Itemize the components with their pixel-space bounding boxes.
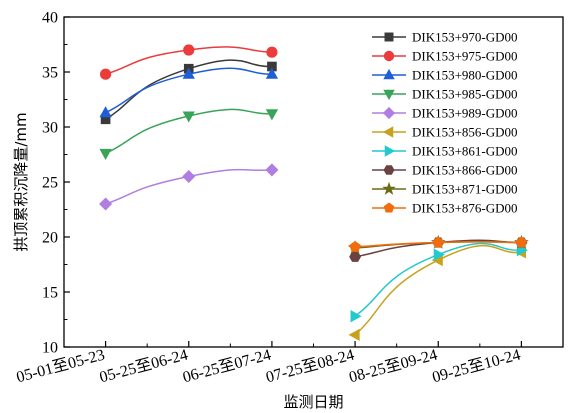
- data-point: [99, 148, 112, 160]
- y-tick-label: 15: [42, 285, 58, 302]
- y-tick-label: 20: [42, 230, 58, 247]
- legend-entry: DIK153+876-GD00: [372, 201, 518, 216]
- x-tick-label: 06-25至07-24: [181, 346, 273, 386]
- series-DIK153+876-GD00: [349, 236, 528, 252]
- data-point: [432, 236, 444, 248]
- x-tick-label: 09-25至10-24: [430, 346, 522, 386]
- y-tick-label: 10: [42, 340, 58, 357]
- y-tick-label: 40: [42, 10, 58, 27]
- data-point: [182, 67, 195, 79]
- data-point: [265, 67, 279, 79]
- data-point: [433, 248, 445, 261]
- legend-marker: [383, 68, 395, 80]
- series-DIK153+980-GD00: [99, 67, 279, 118]
- legend-label: DIK153+876-GD00: [412, 201, 518, 216]
- legend-label: DIK153+975-GD00: [412, 49, 518, 64]
- legend-entry: DIK153+989-GD00: [372, 106, 518, 121]
- legend-entry: DIK153+985-GD00: [372, 87, 518, 102]
- y-tick-label: 35: [42, 65, 58, 82]
- data-point: [182, 111, 195, 123]
- legend-marker: [384, 32, 394, 42]
- series-layer: [99, 44, 529, 342]
- series-DIK153+975-GD00: [99, 44, 278, 80]
- legend-entry: DIK153+861-GD00: [372, 144, 518, 159]
- legend-entry: DIK153+970-GD00: [372, 30, 518, 45]
- legend-label: DIK153+970-GD00: [412, 30, 518, 45]
- legend-entry: DIK153+866-GD00: [372, 163, 518, 178]
- data-point: [99, 106, 112, 118]
- y-tick-label: 30: [42, 120, 58, 137]
- data-point: [99, 197, 113, 211]
- data-point: [350, 310, 362, 323]
- legend-entry: DIK153+980-GD00: [372, 68, 518, 83]
- data-point: [348, 328, 360, 342]
- legend-marker: [383, 202, 395, 213]
- legend-marker: [382, 106, 396, 120]
- legend-entry: DIK153+856-GD00: [372, 125, 518, 140]
- y-tick-label: 25: [42, 175, 58, 192]
- data-point: [265, 109, 279, 121]
- data-point: [265, 163, 279, 177]
- x-tick-label: 07-25至08-24: [264, 346, 356, 386]
- legend-label: DIK153+866-GD00: [412, 163, 518, 178]
- x-tick-label: 08-25至09-24: [347, 346, 439, 386]
- x-axis-title: 监测日期: [283, 393, 343, 411]
- legend-entry: DIK153+871-GD00: [372, 182, 518, 197]
- legend-label: DIK153+871-GD00: [412, 182, 518, 197]
- legend-label: DIK153+980-GD00: [412, 68, 518, 83]
- legend-marker: [383, 165, 395, 175]
- data-point: [182, 169, 196, 184]
- series-DIK153+989-GD00: [99, 163, 279, 211]
- legend-marker: [384, 145, 396, 157]
- data-point: [183, 44, 195, 56]
- legend-marker: [383, 89, 395, 101]
- x-tick-label: 05-01至05-23: [15, 346, 107, 386]
- data-point: [515, 236, 528, 248]
- legend-marker: [382, 126, 394, 138]
- legend-label: DIK153+861-GD00: [412, 144, 518, 159]
- x-axis: 05-01至05-2305-25至06-2406-25至07-2407-25至0…: [15, 341, 522, 386]
- legend-marker: [382, 181, 396, 195]
- y-axis-title: 拱顶累积沉降量/mm: [12, 112, 30, 251]
- legend-marker: [383, 50, 395, 62]
- series-DIK153+985-GD00: [99, 108, 279, 160]
- legend-label: DIK153+989-GD00: [412, 106, 518, 121]
- data-point: [349, 240, 361, 252]
- legend-label: DIK153+985-GD00: [412, 87, 518, 102]
- y-axis: 10 15 20 25 30 35 40: [42, 10, 70, 357]
- legend-label: DIK153+856-GD00: [412, 125, 518, 140]
- series-DIK153+856-GD00: [348, 244, 526, 342]
- data-point: [99, 68, 112, 80]
- x-tick-label: 05-25至06-24: [98, 346, 190, 386]
- legend-entry: DIK153+975-GD00: [372, 49, 518, 64]
- data-point: [266, 46, 278, 58]
- legend: DIK153+970-GD00 DIK153+975-GD00 DIK153+980…: [372, 30, 518, 216]
